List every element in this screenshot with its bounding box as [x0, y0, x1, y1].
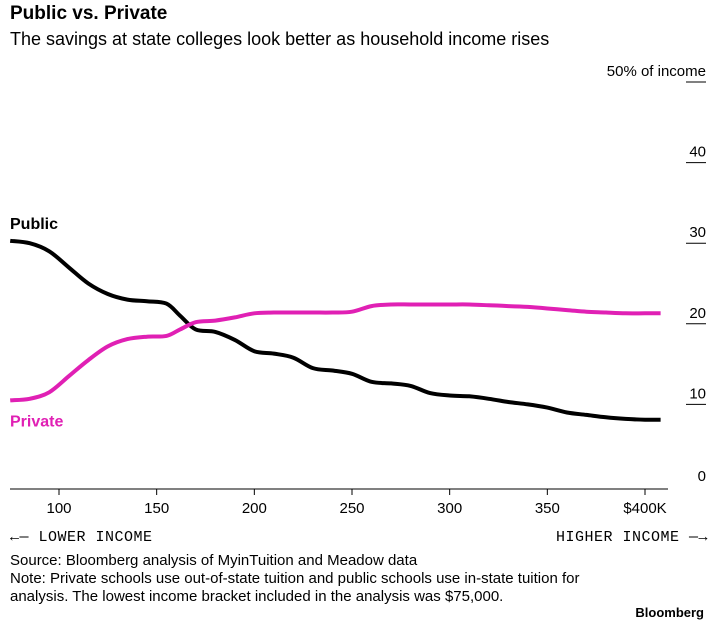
chart-title: Public vs. Private [10, 3, 168, 24]
chart-footer: Source: Bloomberg analysis of MyinTuitio… [10, 552, 600, 606]
y-tick-label: 20 [689, 305, 706, 322]
chart-subtitle: The savings at state colleges look bette… [10, 29, 550, 49]
x-tick-label: $400K [623, 500, 666, 517]
y-tick-label: 0 [698, 468, 706, 485]
public-series-label: Public [10, 216, 58, 233]
x-tick-label: 300 [437, 500, 462, 517]
private-series-line [10, 302, 661, 403]
bloomberg-logo: Bloomberg [635, 605, 704, 620]
source-note: Source: Bloomberg analysis of MyinTuitio… [10, 552, 418, 569]
x-tick-label: 150 [144, 500, 169, 517]
y-tick-label: 50% of income [607, 63, 706, 80]
x-tick-label: 100 [46, 500, 71, 517]
higher-income-direction-label: HIGHER INCOME —→ [555, 529, 708, 546]
x-tick-label: 350 [535, 500, 560, 517]
lower-income-direction-label: ←— LOWER INCOME [10, 529, 153, 546]
x-tick-label: 200 [242, 500, 267, 517]
x-tick-label: 250 [339, 500, 364, 517]
public-series-line [9, 238, 661, 422]
analysis-note: Note: Private schools use out-of-state t… [10, 570, 580, 605]
private-series-label: Private [10, 413, 63, 430]
y-tick-label: 40 [689, 144, 706, 161]
y-tick-label: 10 [689, 385, 706, 402]
y-tick-label: 30 [689, 224, 706, 241]
